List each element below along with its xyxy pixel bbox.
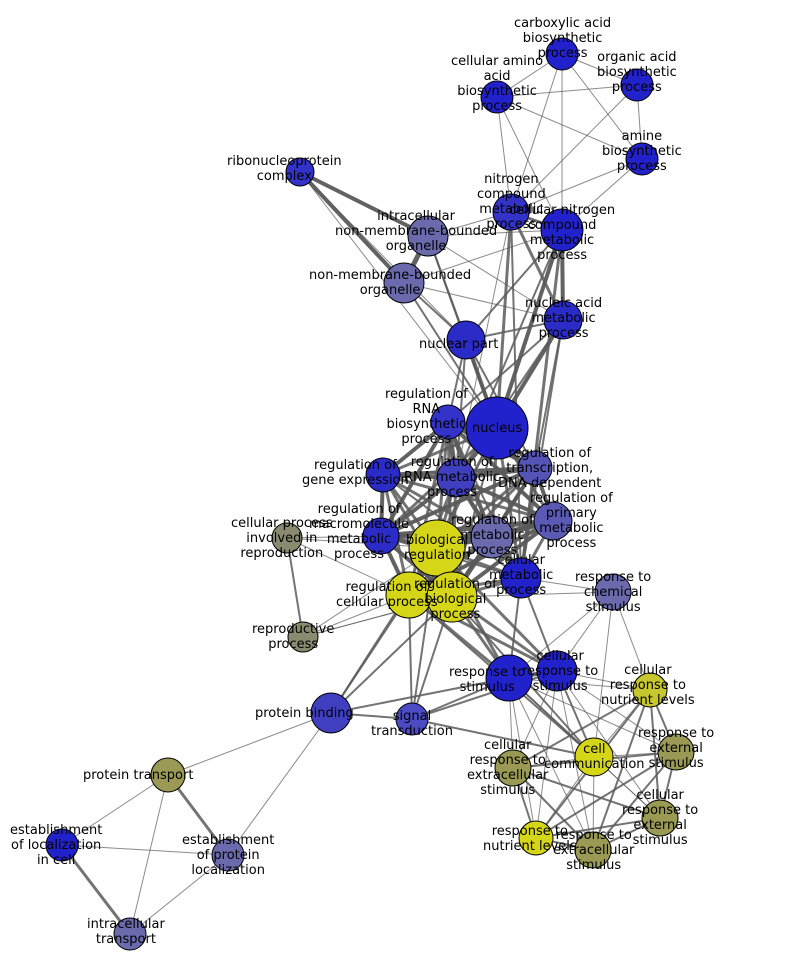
- edge: [535, 670, 558, 839]
- edge: [455, 339, 467, 479]
- edge: [496, 96, 643, 160]
- edge: [510, 158, 643, 213]
- node-regulation-of-cellular-process[interactable]: [385, 571, 433, 619]
- edge: [61, 844, 229, 856]
- node-response-to-nutrient-levels[interactable]: [518, 820, 554, 856]
- node-amine-biosynthetic-process[interactable]: [625, 142, 659, 176]
- edge: [593, 591, 614, 758]
- node-regulation-of-gene-expression[interactable]: [365, 457, 401, 493]
- edge: [465, 229, 563, 341]
- node-response-to-external-stimulus[interactable]: [657, 733, 695, 771]
- node-regulation-of-metabolic-process[interactable]: [470, 515, 514, 559]
- edge: [427, 229, 563, 237]
- edge: [512, 689, 651, 769]
- node-signal-transduction[interactable]: [395, 702, 429, 736]
- node-regulation-of-macromolecule-metabolic-process[interactable]: [362, 517, 400, 555]
- edge: [60, 844, 132, 935]
- node-protein-binding[interactable]: [310, 692, 352, 734]
- nodes-layer: [45, 37, 695, 951]
- edge: [330, 594, 410, 714]
- node-response-to-stimulus[interactable]: [485, 654, 533, 702]
- edge: [227, 712, 332, 856]
- node-nitrogen-compound-metabolic-process[interactable]: [492, 193, 530, 231]
- node-non-membrane-bounded-organelle[interactable]: [383, 262, 425, 304]
- edge: [380, 466, 536, 538]
- node-protein-transport[interactable]: [150, 757, 186, 793]
- edge: [298, 170, 406, 285]
- edge: [427, 235, 564, 321]
- node-regulation-of-rna-metabolic-process[interactable]: [436, 458, 476, 498]
- node-establishment-of-localization-in-cell[interactable]: [45, 828, 79, 862]
- node-response-to-chemical-stimulus[interactable]: [594, 573, 632, 611]
- node-regulation-of-primary-metabolic-process[interactable]: [533, 501, 573, 541]
- node-carboxylic-acid-biosynthetic-process[interactable]: [545, 37, 579, 71]
- edge: [299, 171, 467, 341]
- node-cellular-response-to-extracellular-stimulus[interactable]: [494, 749, 532, 787]
- edge: [495, 229, 564, 429]
- node-regulation-of-transcription-dna-dependent[interactable]: [517, 450, 553, 486]
- edge: [512, 767, 594, 851]
- edge: [455, 319, 564, 479]
- node-cell-communication[interactable]: [574, 737, 614, 777]
- node-cellular-response-to-external-stimulus[interactable]: [641, 799, 679, 837]
- edge: [380, 518, 554, 539]
- edge: [512, 767, 661, 819]
- node-cellular-response-to-nutrient-levels[interactable]: [632, 672, 668, 708]
- node-establishment-of-protein-localization[interactable]: [211, 838, 245, 872]
- node-cellular-process-involved-in-reproduction[interactable]: [271, 522, 303, 554]
- edge: [510, 84, 638, 213]
- edge: [556, 670, 677, 753]
- node-organic-acid-biosynthetic-process[interactable]: [620, 68, 654, 102]
- edge: [592, 751, 677, 851]
- node-ribonucleoprotein-complex[interactable]: [285, 157, 315, 187]
- node-cellular-response-to-stimulus[interactable]: [536, 650, 578, 692]
- edge: [496, 84, 638, 98]
- node-nuclear-part[interactable]: [446, 320, 486, 360]
- edge: [435, 546, 559, 673]
- edge: [561, 53, 643, 160]
- edge: [411, 547, 438, 720]
- edge: [129, 854, 229, 935]
- node-cellular-metabolic-process[interactable]: [500, 557, 542, 599]
- edge: [330, 596, 453, 714]
- edge: [299, 170, 429, 238]
- node-nucleus[interactable]: [465, 396, 529, 460]
- edge: [535, 751, 677, 839]
- edges-layer: [60, 53, 677, 935]
- edge: [510, 53, 563, 213]
- edge: [403, 282, 564, 321]
- edge: [286, 537, 304, 638]
- edge: [330, 677, 510, 714]
- edge: [61, 774, 169, 846]
- node-regulation-of-rna-biosynthetic-process[interactable]: [430, 404, 466, 440]
- node-nucleic-acid-metabolic-process[interactable]: [543, 300, 583, 340]
- edge: [129, 774, 169, 935]
- node-intracellular-transport[interactable]: [113, 917, 147, 951]
- node-response-to-extracellular-stimulus[interactable]: [574, 831, 612, 869]
- node-biological-regulation[interactable]: [408, 519, 466, 577]
- edge: [411, 670, 558, 720]
- edge: [411, 718, 595, 758]
- edge: [496, 96, 563, 231]
- node-cellular-amino-acid-biosynthetic-process[interactable]: [480, 80, 514, 114]
- edge: [496, 96, 512, 213]
- node-reproductive-process[interactable]: [287, 621, 319, 653]
- edge: [447, 319, 564, 423]
- edge: [167, 712, 332, 776]
- edge: [535, 817, 661, 839]
- node-cellular-nitrogen-compound-metabolic-process[interactable]: [540, 208, 584, 252]
- edge: [508, 677, 677, 753]
- node-regulation-of-biological-process[interactable]: [426, 571, 478, 623]
- node-intracellular-non-membrane-bounded-organelle[interactable]: [407, 215, 449, 257]
- edge: [592, 689, 651, 851]
- edge: [403, 229, 563, 284]
